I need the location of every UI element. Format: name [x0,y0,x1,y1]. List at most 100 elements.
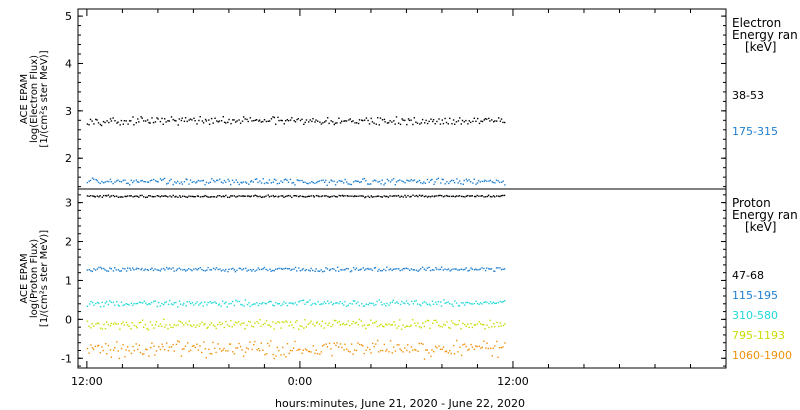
data-point-47-68 [240,195,242,197]
data-point-1060-1900 [306,349,308,351]
data-point-47-68 [106,195,108,197]
data-point-38-53 [96,119,98,121]
data-point-47-68 [199,196,202,198]
data-point-795-1193 [165,324,167,326]
data-point-115-195 [267,269,269,272]
data-point-47-68 [496,195,498,197]
data-point-115-195 [325,267,327,269]
data-point-115-195 [281,268,283,270]
data-point-310-580 [471,303,474,305]
data-point-175-315 [304,181,306,183]
data-point-795-1193 [143,326,145,328]
data-point-310-580 [330,301,332,303]
data-point-38-53 [99,123,102,126]
data-point-795-1193 [444,324,446,326]
data-point-38-53 [287,120,290,122]
x-tick-label: 12:00 [497,375,529,388]
data-point-175-315 [426,178,429,181]
data-point-1060-1900 [175,343,178,346]
data-point-38-53 [109,118,112,120]
data-point-1060-1900 [102,349,104,352]
data-point-175-315 [386,178,389,181]
data-point-795-1193 [179,321,182,323]
data-point-38-53 [484,118,486,120]
data-point-115-195 [454,268,456,270]
data-point-310-580 [286,304,289,307]
legend-entry: 310-580 [732,309,778,322]
data-point-1060-1900 [393,346,395,348]
data-point-47-68 [180,196,182,198]
data-point-310-580 [466,301,469,304]
data-point-47-68 [301,195,303,198]
data-point-1060-1900 [201,351,203,354]
data-point-115-195 [442,269,444,271]
data-point-1060-1900 [132,345,134,348]
data-point-795-1193 [342,322,345,325]
data-point-175-315 [195,182,197,184]
y-axis-label-line: [1/(cm²s ster MeV)] [39,50,50,147]
data-point-795-1193 [119,328,121,330]
data-point-1060-1900 [105,343,107,345]
data-point-1060-1900 [483,340,485,342]
data-point-175-315 [217,179,219,182]
data-point-38-53 [280,119,282,122]
data-point-795-1193 [354,322,356,324]
data-point-38-53 [217,121,219,123]
data-point-47-68 [341,194,344,197]
data-point-795-1193 [289,321,292,323]
data-point-310-580 [270,301,272,303]
data-point-47-68 [228,196,231,198]
data-point-115-195 [488,267,490,270]
data-point-115-195 [104,269,106,271]
data-point-38-53 [239,122,242,124]
data-point-47-68 [154,195,156,198]
data-point-310-580 [476,302,479,305]
data-point-175-315 [309,182,311,184]
data-point-115-195 [436,268,438,271]
data-point-795-1193 [260,325,262,327]
data-point-795-1193 [250,325,253,327]
data-point-310-580 [228,303,230,305]
data-point-38-53 [140,116,142,118]
data-point-47-68 [333,195,335,197]
data-point-1060-1900 [426,349,428,351]
data-point-38-53 [114,120,116,122]
data-point-38-53 [175,120,177,122]
data-point-310-580 [407,302,409,304]
data-point-310-580 [452,305,454,307]
data-point-175-315 [492,181,494,184]
data-point-115-195 [210,269,212,271]
data-point-115-195 [294,266,297,269]
data-point-795-1193 [96,322,99,324]
data-point-795-1193 [267,324,269,326]
data-point-47-68 [400,195,403,197]
data-point-115-195 [168,267,171,269]
data-point-795-1193 [411,319,414,321]
data-point-1060-1900 [487,347,489,350]
data-point-38-53 [230,122,232,125]
data-point-1060-1900 [215,351,217,354]
data-point-47-68 [289,195,291,197]
data-point-38-53 [465,119,467,122]
data-point-310-580 [479,302,482,304]
data-point-175-315 [354,180,357,182]
data-point-795-1193 [160,325,163,327]
data-point-38-53 [324,121,326,123]
data-point-115-195 [447,268,450,270]
data-point-47-68 [185,196,187,198]
data-point-115-195 [309,270,311,272]
data-point-310-580 [146,304,148,306]
data-point-175-315 [136,181,139,183]
data-point-310-580 [429,304,432,307]
data-point-175-315 [318,180,321,182]
data-point-47-68 [355,195,357,197]
data-point-38-53 [314,121,316,123]
data-point-115-195 [251,270,253,272]
data-point-175-315 [495,179,498,181]
data-point-1060-1900 [417,350,419,352]
data-point-310-580 [164,301,166,304]
data-point-115-195 [86,269,89,271]
data-point-310-580 [451,303,453,305]
data-point-310-580 [397,302,399,304]
data-point-47-68 [320,195,322,198]
